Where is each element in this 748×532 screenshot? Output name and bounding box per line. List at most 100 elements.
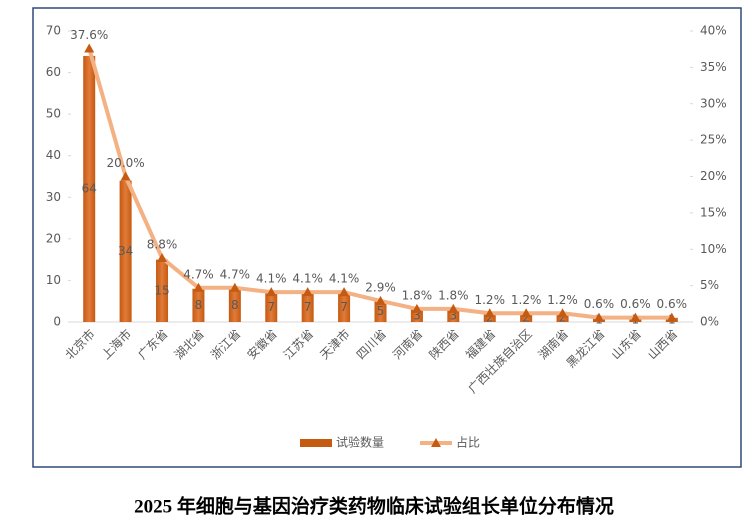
line-value-label: 0.6% xyxy=(657,297,688,311)
line-value-label: 4.7% xyxy=(183,267,214,281)
y2-tick-label: 15% xyxy=(700,205,727,219)
line-value-label: 4.1% xyxy=(329,272,360,286)
line-marker xyxy=(84,43,95,53)
bar xyxy=(520,313,533,322)
line-marker xyxy=(302,287,313,297)
line-marker xyxy=(375,295,386,305)
legend-swatch xyxy=(300,439,332,447)
line-value-label: 1.8% xyxy=(402,288,433,302)
bar-value-label: 2 xyxy=(486,310,494,324)
bar xyxy=(483,313,496,322)
bar-value-label: 3 xyxy=(413,308,421,322)
bar xyxy=(228,288,241,322)
x-tick-label: 广西壮族自治区 xyxy=(465,327,534,396)
line-marker xyxy=(229,282,240,292)
y2-tick-label: 10% xyxy=(700,242,727,256)
line-marker xyxy=(593,312,604,322)
line-value-label: 0.6% xyxy=(584,297,615,311)
y2-tick-label: 25% xyxy=(700,133,727,147)
y-tick-label: 60 xyxy=(46,65,61,79)
line-marker xyxy=(266,287,277,297)
y2-tick-label: 0% xyxy=(700,315,719,329)
x-tick-label: 山东省 xyxy=(609,327,644,362)
legend-marker xyxy=(431,438,441,447)
legend-label: 试验数量 xyxy=(336,435,384,450)
bar xyxy=(301,292,314,322)
line-value-label: 20.0% xyxy=(107,156,145,170)
line-value-label: 37.6% xyxy=(70,28,108,42)
y2-tick-label: 30% xyxy=(700,96,727,110)
line-marker xyxy=(339,287,350,297)
bar-value-label: 8 xyxy=(231,298,239,312)
y-tick-label: 70 xyxy=(46,24,61,38)
bar-value-label: 5 xyxy=(377,304,385,318)
x-tick-label: 陕西省 xyxy=(426,326,462,362)
line-marker xyxy=(157,252,168,262)
bar-value-label: 15 xyxy=(154,283,169,297)
x-tick-label: 福建省 xyxy=(462,326,498,362)
line-marker xyxy=(484,308,495,318)
x-tick-label: 上海市 xyxy=(98,326,134,362)
line-value-label: 4.1% xyxy=(292,272,323,286)
bar-value-label: 8 xyxy=(195,298,203,312)
bar-value-label: 3 xyxy=(450,308,458,322)
y2-tick-label: 35% xyxy=(700,60,727,74)
chart-frame xyxy=(32,7,742,468)
line-value-label: 1.2% xyxy=(474,293,505,307)
x-tick-label: 安徽省 xyxy=(244,326,280,362)
bar xyxy=(265,292,278,322)
x-tick-label: 北京市 xyxy=(62,326,98,362)
x-tick-label: 浙江省 xyxy=(208,327,243,362)
line-value-label: 8.8% xyxy=(147,237,178,251)
bar-value-label: 7 xyxy=(340,300,348,314)
y-tick-label: 30 xyxy=(46,190,61,204)
bar xyxy=(338,292,351,322)
bar-value-label: 64 xyxy=(82,181,97,195)
bar xyxy=(374,301,387,322)
x-tick-label: 湖北省 xyxy=(171,326,207,362)
x-tick-label: 广东省 xyxy=(135,327,170,362)
line-marker xyxy=(666,312,677,322)
bar xyxy=(556,313,569,322)
bar-value-label: 2 xyxy=(522,310,530,324)
line-value-label: 1.2% xyxy=(511,293,542,307)
bar xyxy=(192,288,205,322)
legend-label: 占比 xyxy=(456,435,480,450)
bar-value-label: 34 xyxy=(118,244,133,258)
x-tick-label: 四川省 xyxy=(354,327,389,362)
bar xyxy=(156,259,169,322)
x-tick-label: 湖南省 xyxy=(535,326,571,362)
bar-value-label: 2 xyxy=(559,310,567,324)
bar-value-label: 7 xyxy=(267,300,275,314)
bar-value-label: 7 xyxy=(304,300,312,314)
y-tick-label: 10 xyxy=(46,273,61,287)
line-value-label: 4.7% xyxy=(220,267,251,281)
y-tick-label: 0 xyxy=(53,315,61,329)
y-tick-label: 50 xyxy=(46,107,61,121)
x-tick-label: 山西省 xyxy=(645,327,680,362)
x-tick-label: 天津市 xyxy=(317,326,353,362)
line-marker xyxy=(193,282,204,292)
line-value-label: 4.1% xyxy=(256,272,287,286)
x-tick-label: 河南省 xyxy=(389,326,425,362)
y2-tick-label: 5% xyxy=(700,278,719,292)
line-marker xyxy=(448,303,459,313)
y2-tick-label: 40% xyxy=(700,24,727,38)
x-tick-label: 黑龙江省 xyxy=(564,327,608,371)
line-marker xyxy=(411,303,422,313)
line-value-label: 1.2% xyxy=(547,293,578,307)
line xyxy=(87,47,672,320)
chart-title: 2025 年细胞与基因治疗类药物临床试验组长单位分布情况 xyxy=(134,494,614,517)
y-tick-label: 40 xyxy=(46,148,61,162)
line-marker xyxy=(521,308,532,318)
bar xyxy=(83,55,96,322)
line-marker xyxy=(120,171,131,181)
y-tick-label: 20 xyxy=(46,231,61,245)
x-tick-label: 江苏省 xyxy=(281,327,316,362)
line-marker xyxy=(630,312,641,322)
line-value-label: 2.9% xyxy=(365,280,396,294)
y2-tick-label: 20% xyxy=(700,169,727,183)
line-marker xyxy=(557,308,568,318)
bar xyxy=(119,180,132,322)
